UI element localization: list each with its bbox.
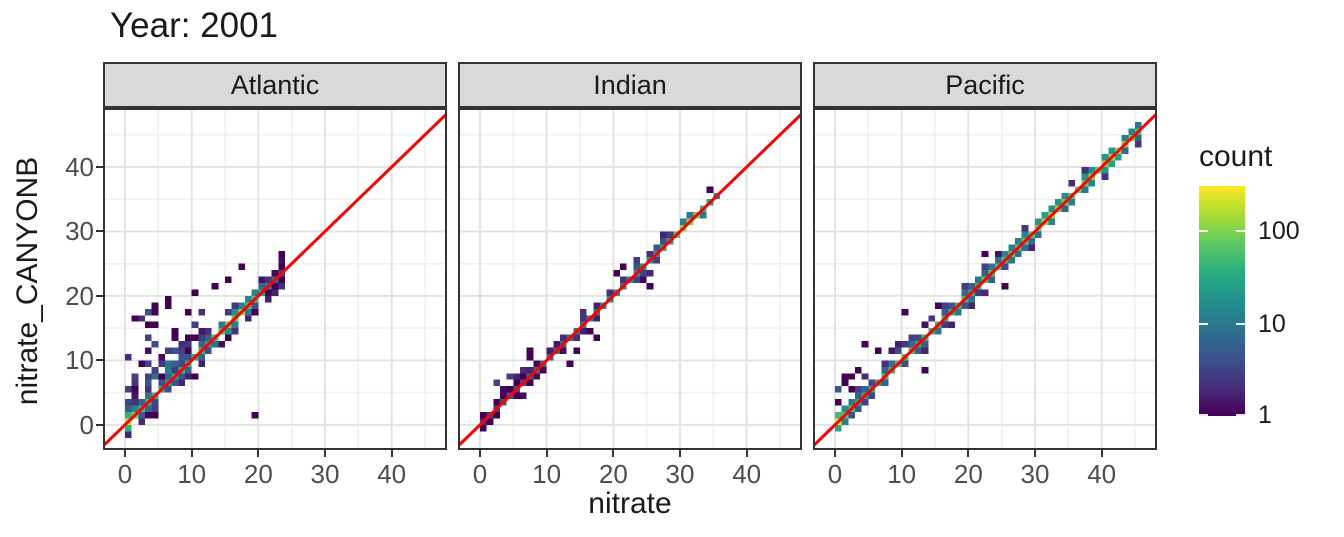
x-axis-tick-label: 40 [377, 459, 407, 489]
facet-strip-atlantic: Atlantic [103, 62, 447, 108]
x-axis-tick [390, 450, 393, 457]
y-axis-tick-label: 40 [65, 151, 94, 182]
y-axis-tick [96, 423, 103, 426]
x-axis-tick [1034, 450, 1036, 457]
x-axis-tick-label: 0 [827, 459, 843, 489]
x-axis-tick-label: 20 [598, 459, 628, 489]
identity-line [103, 111, 447, 449]
identity-line [458, 111, 802, 449]
y-axis-tick-label: 20 [65, 280, 94, 311]
facet-strip-pacific: Pacific [813, 62, 1157, 108]
facet-panel-indian [458, 108, 802, 450]
x-axis-tick [967, 450, 970, 457]
x-axis-tick [1100, 450, 1103, 457]
x-axis-tick-label: 30 [1020, 459, 1050, 489]
legend-tick-mark [1236, 230, 1245, 233]
x-axis-tick [745, 450, 748, 457]
y-axis-tick [96, 359, 103, 362]
x-axis-tick [900, 450, 903, 457]
identity-line [813, 111, 1157, 449]
y-axis-title: nitrate_CANYONB [11, 156, 44, 406]
x-axis-tick-label: 40 [732, 459, 762, 489]
x-axis-title: nitrate [588, 487, 672, 520]
x-axis-tick [834, 450, 836, 457]
x-axis-tick-label: 10 [532, 459, 562, 489]
x-axis-tick [679, 450, 681, 457]
y-axis-tick [96, 165, 103, 168]
legend-tick-label: 1 [1258, 401, 1272, 429]
y-axis-tick [96, 230, 103, 233]
x-axis-tick-label: 10 [177, 459, 207, 489]
facet-panel-pacific [813, 108, 1157, 450]
x-axis-tick [257, 450, 260, 457]
x-axis-tick [124, 450, 126, 457]
legend-tick-mark [1199, 323, 1208, 326]
x-axis-tick [545, 450, 548, 457]
x-axis-tick-label: 10 [887, 459, 917, 489]
legend-tick-mark [1236, 414, 1245, 416]
legend-tick-mark [1236, 323, 1245, 326]
x-axis-tick-label: 30 [310, 459, 340, 489]
x-axis-tick-label: 0 [117, 459, 133, 489]
x-axis-tick [324, 450, 326, 457]
x-axis-tick [612, 450, 615, 457]
x-axis-tick [190, 450, 193, 457]
facet-panel-atlantic [103, 108, 447, 450]
facet-label: Pacific [945, 69, 1025, 100]
x-axis-tick [479, 450, 481, 457]
y-axis-tick-label: 10 [65, 345, 94, 376]
y-axis-tick-label: 30 [65, 216, 94, 247]
plot-title: Year: 2001 [110, 6, 279, 45]
legend-tick-label: 10 [1258, 310, 1286, 339]
facet-label: Atlantic [230, 69, 320, 100]
y-axis-tick [96, 294, 103, 297]
x-axis-tick-label: 30 [665, 459, 695, 489]
facet-label: Indian [593, 69, 667, 100]
legend-title: count [1199, 140, 1273, 173]
facet-strip-indian: Indian [458, 62, 802, 108]
y-axis-tick-label: 0 [79, 409, 94, 440]
x-axis-tick-label: 0 [472, 459, 488, 489]
legend-tick-mark [1199, 414, 1208, 416]
x-axis-tick-label: 40 [1087, 459, 1117, 489]
legend-tick-label: 100 [1258, 217, 1300, 246]
legend-tick-mark [1199, 230, 1208, 233]
x-axis-tick-label: 20 [953, 459, 983, 489]
legend-colorbar [1199, 186, 1245, 416]
x-axis-tick-label: 20 [243, 459, 273, 489]
